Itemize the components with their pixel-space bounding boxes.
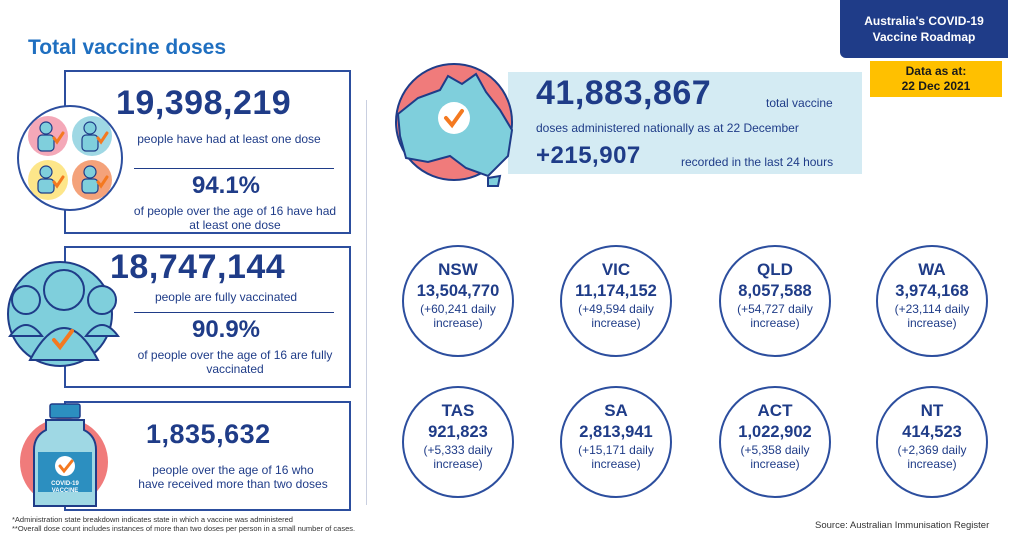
state-value: 11,174,152 (575, 282, 657, 300)
fully-vaccinated-pct: 90.9% (191, 316, 261, 343)
state-name: TAS (441, 401, 475, 420)
people-group-icon (16, 104, 124, 212)
state-increase-suffix: increase) (591, 457, 641, 471)
state-name: ACT (757, 401, 793, 420)
state-increase: (+15,171 daily (578, 443, 654, 457)
state-vic[interactable]: VIC 11,174,152 (+49,594 daily increase) (560, 245, 672, 357)
section-divider (366, 100, 367, 505)
roadmap-line-2: Vaccine Roadmap (872, 30, 976, 44)
state-qld[interactable]: QLD 8,057,588 (+54,727 daily increase) (719, 245, 831, 357)
state-increase: (+54,727 daily (737, 302, 813, 316)
page-title: Total vaccine doses (28, 36, 227, 59)
data-date-label: Data as at: (905, 64, 967, 78)
state-sa[interactable]: SA 2,813,941 (+15,171 daily increase) (560, 386, 672, 498)
state-value: 921,823 (428, 423, 488, 441)
state-value: 1,022,902 (738, 423, 812, 441)
state-wa[interactable]: WA 3,974,168 (+23,114 daily increase) (876, 245, 988, 357)
booster-desc: people over the age of 16 who have recei… (138, 463, 328, 491)
state-name: SA (604, 401, 628, 420)
divider-line (134, 168, 334, 169)
state-increase-suffix: increase) (907, 316, 957, 330)
roadmap-line-1: Australia's COVID-19 (864, 14, 984, 28)
state-name: VIC (601, 260, 631, 279)
fully-vaccinated-count: 18,747,144 (110, 248, 286, 286)
state-increase: (+23,114 daily (894, 302, 970, 316)
first-dose-card: 19,398,219 people have had at least one … (64, 70, 351, 234)
australia-map-icon (392, 60, 522, 190)
state-value: 414,523 (902, 423, 962, 441)
state-tas[interactable]: TAS 921,823 (+5,333 daily increase) (402, 386, 514, 498)
data-date-value: 22 Dec 2021 (901, 79, 971, 93)
footnote-1: *Administration state breakdown indicate… (12, 515, 293, 524)
state-increase-suffix: increase) (591, 316, 641, 330)
state-increase: (+60,241 daily (420, 302, 496, 316)
state-name: QLD (757, 260, 793, 279)
state-increase: (+5,333 daily (423, 443, 493, 457)
state-increase-suffix: increase) (907, 457, 957, 471)
state-act[interactable]: ACT 1,022,902 (+5,358 daily increase) (719, 386, 831, 498)
national-total-suffix: total vaccine (766, 96, 833, 110)
first-dose-desc: people have had at least one dose (137, 132, 321, 146)
state-increase: (+2,369 daily (897, 443, 967, 457)
booster-card: 1,835,632 people over the age of 16 who … (64, 401, 351, 511)
state-nt[interactable]: NT 414,523 (+2,369 daily increase) (876, 386, 988, 498)
state-name: NSW (438, 260, 478, 279)
first-dose-pct: 94.1% (191, 172, 261, 199)
state-value: 8,057,588 (738, 282, 812, 300)
vial-label: COVID-19 VACCINE (51, 481, 79, 494)
roadmap-banner[interactable]: Australia's COVID-19 Vaccine Roadmap (840, 0, 1008, 58)
crowd-icon (4, 256, 128, 368)
state-value: 3,974,168 (895, 282, 969, 300)
first-dose-count: 19,398,219 (116, 84, 292, 122)
state-increase-suffix: increase) (750, 457, 800, 471)
divider-line (134, 312, 334, 313)
booster-count: 1,835,632 (146, 419, 271, 449)
national-daily-desc: recorded in the last 24 hours (681, 155, 834, 169)
fully-vaccinated-desc: people are fully vaccinated (154, 290, 298, 304)
state-increase: (+5,358 daily (740, 443, 810, 457)
national-daily-count: +215,907 (536, 142, 641, 169)
state-increase: (+49,594 daily (578, 302, 654, 316)
state-value: 13,504,770 (416, 282, 500, 300)
state-increase-suffix: increase) (750, 316, 800, 330)
national-total-panel (508, 72, 862, 174)
national-total-desc: doses administered nationally as at 22 D… (536, 121, 799, 135)
state-value: 2,813,941 (579, 423, 653, 441)
state-nsw[interactable]: NSW 13,504,770 (+60,241 daily increase) (402, 245, 514, 357)
state-increase-suffix: increase) (433, 316, 483, 330)
vaccine-vial-icon: COVID-19 VACCINE (12, 402, 116, 512)
footnote-2: **Overall dose count includes instances … (12, 524, 356, 533)
source-note: Source: Australian Immunisation Register (815, 520, 990, 531)
first-dose-pct-desc: of people over the age of 16 have had at… (133, 204, 337, 232)
state-name: NT (920, 401, 944, 420)
footnotes: *Administration state breakdown indicate… (12, 515, 355, 533)
data-date-badge: Data as at: 22 Dec 2021 (870, 61, 1002, 97)
national-total-count: 41,883,867 (536, 74, 712, 112)
state-increase-suffix: increase) (433, 457, 483, 471)
fully-vaccinated-pct-desc: of people over the age of 16 are fully v… (137, 348, 333, 376)
state-name: WA (918, 260, 946, 279)
